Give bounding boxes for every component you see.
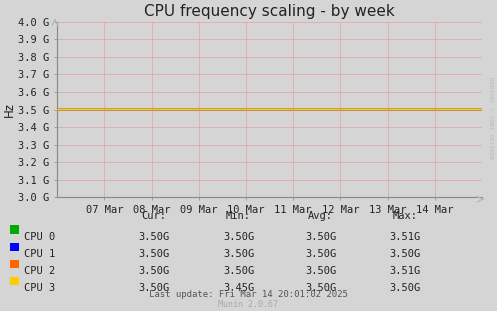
Text: Munin 2.0.67: Munin 2.0.67: [219, 300, 278, 309]
Text: 3.45G: 3.45G: [223, 283, 254, 293]
Text: 3.50G: 3.50G: [139, 283, 169, 293]
Text: 3.50G: 3.50G: [305, 283, 336, 293]
Text: CPU 3: CPU 3: [24, 283, 55, 293]
Text: Avg:: Avg:: [308, 211, 333, 221]
Text: Cur:: Cur:: [142, 211, 166, 221]
Text: Last update: Fri Mar 14 20:01:02 2025: Last update: Fri Mar 14 20:01:02 2025: [149, 290, 348, 299]
Text: Max:: Max:: [393, 211, 417, 221]
Text: RRDTOOL / TOBI OETIKER: RRDTOOL / TOBI OETIKER: [489, 77, 494, 160]
Text: CPU 1: CPU 1: [24, 249, 55, 259]
Text: 3.50G: 3.50G: [305, 249, 336, 259]
Text: 3.50G: 3.50G: [139, 249, 169, 259]
Text: 3.50G: 3.50G: [139, 266, 169, 276]
Y-axis label: Hz: Hz: [2, 102, 15, 117]
Text: Min:: Min:: [226, 211, 251, 221]
Text: 3.50G: 3.50G: [223, 266, 254, 276]
Text: 3.50G: 3.50G: [139, 232, 169, 242]
Text: 3.50G: 3.50G: [390, 283, 420, 293]
Text: 3.50G: 3.50G: [223, 232, 254, 242]
Text: CPU 0: CPU 0: [24, 232, 55, 242]
Title: CPU frequency scaling - by week: CPU frequency scaling - by week: [144, 4, 395, 19]
Text: 3.50G: 3.50G: [390, 249, 420, 259]
Text: 3.50G: 3.50G: [305, 266, 336, 276]
Text: 3.51G: 3.51G: [390, 266, 420, 276]
Text: 3.50G: 3.50G: [305, 232, 336, 242]
Text: 3.50G: 3.50G: [223, 249, 254, 259]
Text: CPU 2: CPU 2: [24, 266, 55, 276]
Text: 3.51G: 3.51G: [390, 232, 420, 242]
